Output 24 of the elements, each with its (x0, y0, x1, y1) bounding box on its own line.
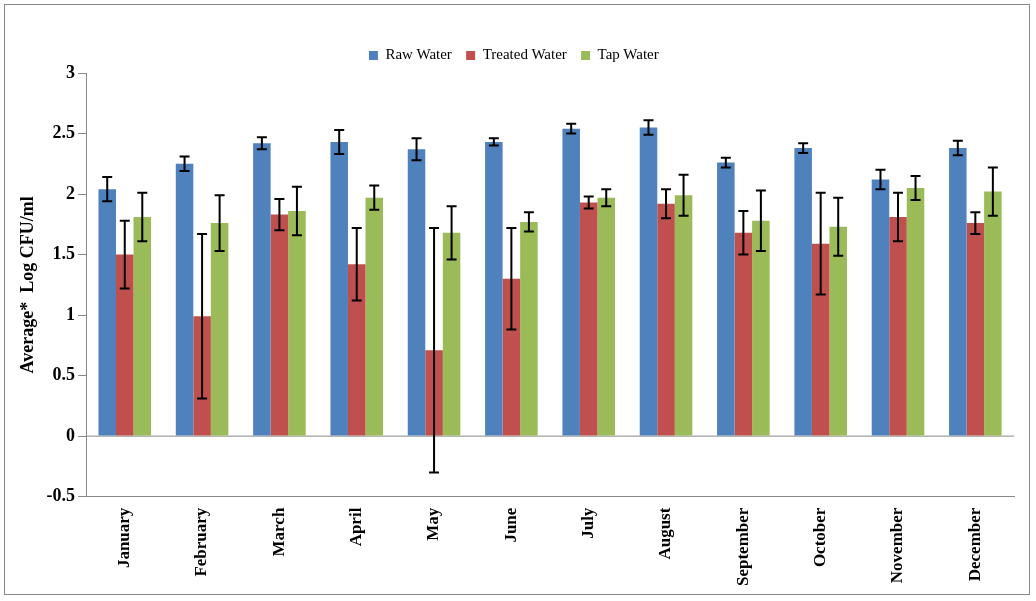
x-tick-label: January (114, 507, 134, 569)
x-tick-label: June (500, 507, 520, 543)
y-tick-label: 1.5 (52, 243, 76, 264)
y-tick-label: 2 (66, 182, 76, 203)
legend-label: Tap Water (597, 46, 659, 63)
x-tick-label: November (887, 507, 907, 584)
y-tick-label: 0 (66, 424, 76, 445)
y-tick-label: 3 (66, 61, 76, 82)
x-tick-label: September (732, 507, 752, 587)
x-tick-label: October (810, 507, 830, 568)
y-tick-label: -0.5 (46, 485, 76, 506)
y-axis-title: Average* Log CFU/ml (17, 196, 38, 374)
legend-label: Raw Water (385, 46, 452, 63)
x-tick-label: July (578, 507, 598, 539)
x-tick-label: February (191, 507, 211, 577)
y-tick-label: 2.5 (52, 122, 76, 143)
x-tick-label: May (423, 507, 443, 541)
y-tick-label: 1 (66, 303, 76, 324)
y-tick-label: 0.5 (52, 364, 76, 385)
x-tick-label: April (346, 507, 366, 547)
x-tick-label: March (268, 507, 288, 557)
legend-label: Treated Water (482, 46, 567, 63)
x-tick-label: December (964, 507, 984, 582)
x-tick-label: August (655, 507, 675, 560)
